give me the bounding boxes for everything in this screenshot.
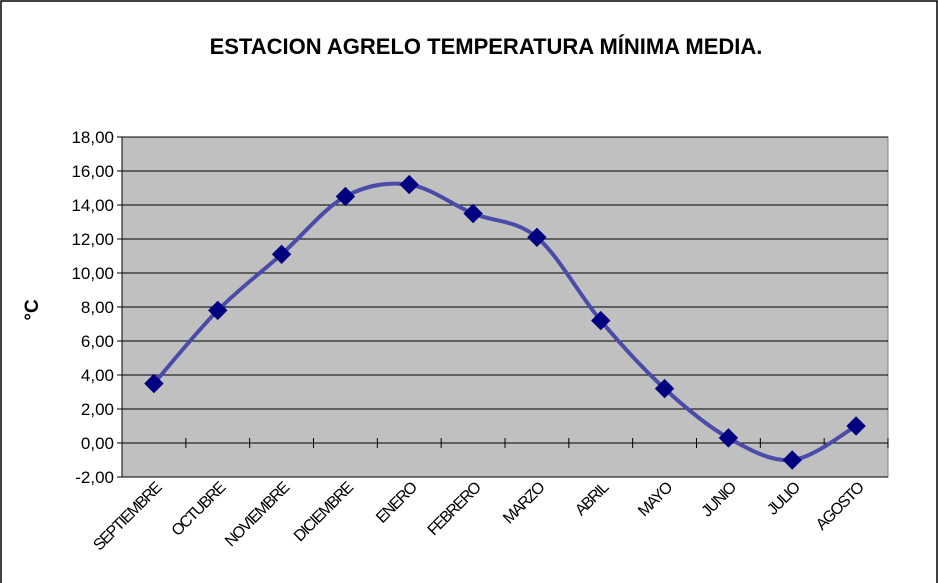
data-point: [527, 227, 547, 248]
data-point: [271, 244, 292, 265]
data-point: [591, 310, 611, 331]
y-tick-label: 0,00: [81, 434, 114, 453]
y-tick-label: 18,00: [71, 128, 114, 147]
chart-title: ESTACION AGRELO TEMPERATURA MÍNIMA MEDIA…: [210, 34, 763, 59]
y-tick-label: 16,00: [71, 162, 114, 181]
data-point: [335, 186, 356, 207]
data-point: [782, 450, 802, 470]
data-point: [463, 203, 483, 224]
data-point: [654, 378, 675, 399]
y-tick-label: 4,00: [81, 366, 114, 385]
y-tick-label: 12,00: [71, 230, 114, 249]
y-tick-label: 6,00: [81, 332, 114, 351]
data-point: [144, 373, 164, 394]
y-tick-label: 2,00: [81, 400, 114, 419]
y-axis-label: °C: [22, 299, 43, 321]
y-tick-label: 10,00: [71, 264, 114, 283]
data-point: [718, 428, 739, 448]
y-tick-label: -2,00: [75, 468, 114, 487]
data-point: [399, 174, 419, 195]
y-tick-label: 14,00: [71, 196, 114, 215]
y-tick-label: 8,00: [81, 298, 114, 317]
data-point: [208, 300, 228, 321]
data-point: [846, 416, 866, 436]
